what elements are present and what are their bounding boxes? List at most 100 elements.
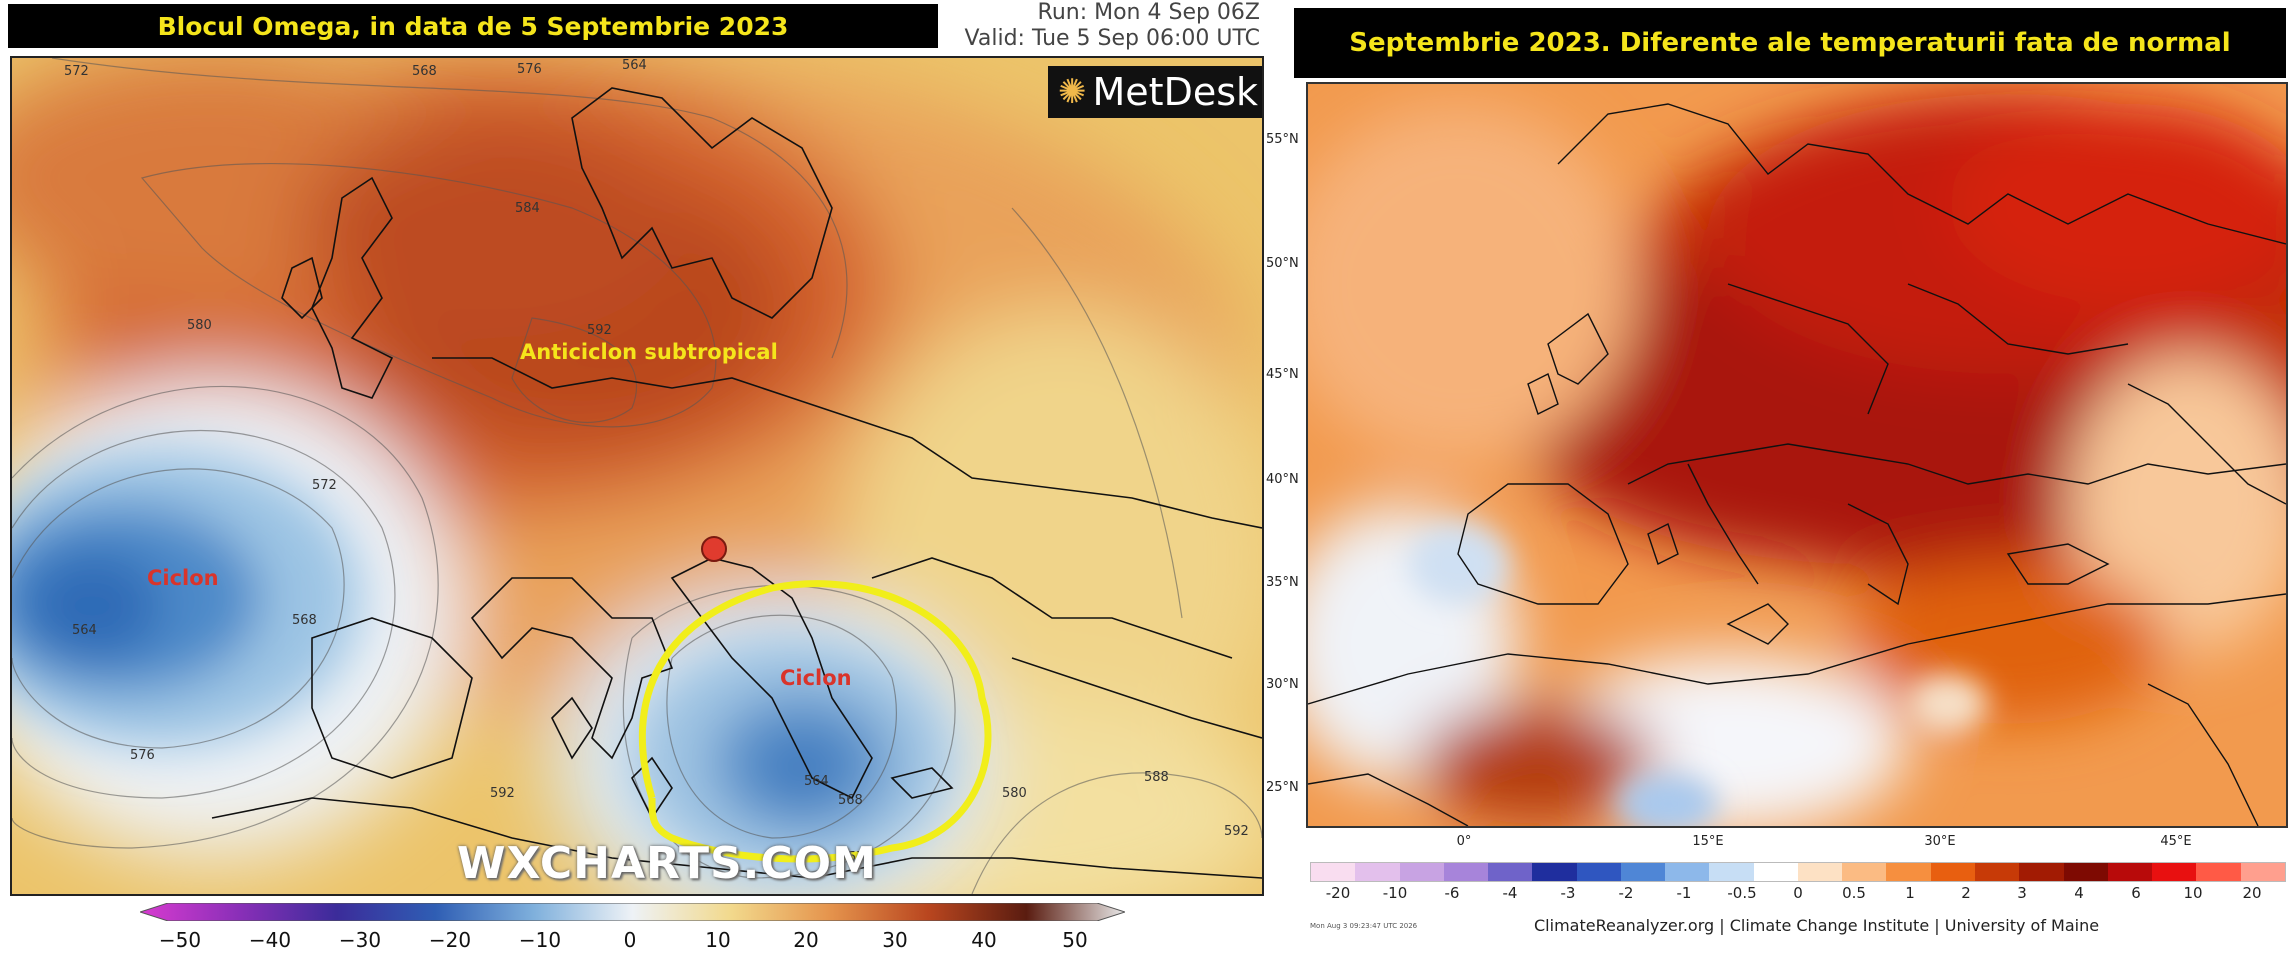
contour-label: 592 [1224, 824, 1249, 839]
colorbar-tick: 20 [793, 928, 819, 952]
legend-label: -6 [1444, 884, 1460, 902]
legend-label: 1 [1905, 884, 1915, 902]
run-info: Run: Mon 4 Sep 06Z Valid: Tue 5 Sep 06:0… [940, 0, 1260, 52]
contour-label: 572 [64, 64, 89, 79]
legend-label: -3 [1560, 884, 1576, 902]
colorbar-tick: 30 [882, 928, 908, 952]
contour-label: 576 [517, 62, 542, 77]
legend-swatch [2063, 863, 2108, 881]
legend-swatch [2196, 863, 2241, 881]
contour-label: 588 [1144, 770, 1169, 785]
legend-label: -4 [1502, 884, 1518, 902]
lon-label: 45°E [2160, 834, 2192, 849]
colorbar-tick: −10 [518, 928, 562, 952]
legend-label: -2 [1618, 884, 1634, 902]
timestamp: Mon Aug 3 09:23:47 UTC 2026 [1310, 922, 1418, 930]
lat-label: 40°N [1266, 472, 1299, 487]
legend-swatch [1797, 863, 1843, 881]
legend-swatch [2152, 863, 2197, 881]
lon-label: 15°E [1692, 834, 1724, 849]
lon-label: 0° [1456, 834, 1472, 849]
contour-label: 576 [130, 748, 155, 763]
metdesk-logo-text: MetDesk [1092, 70, 1259, 114]
right-title: Septembrie 2023. Diferente ale temperatu… [1349, 28, 2231, 58]
legend-swatch [1974, 863, 2020, 881]
colorbar-tick: 10 [705, 928, 731, 952]
legend-label: -10 [1382, 884, 1408, 902]
legend-swatch [1576, 863, 1621, 881]
wxcharts-watermark: WXCHARTS.COM [457, 838, 877, 889]
legend-swatch [1620, 863, 1666, 881]
colorbar-tick: 50 [1062, 928, 1088, 952]
lat-label: 45°N [1266, 367, 1299, 382]
legend-swatch [1532, 863, 1577, 881]
legend-label: 0 [1793, 884, 1803, 902]
anomaly-legend [1310, 862, 2286, 882]
temperature-anomaly-map [1306, 82, 2288, 828]
contour-label: 592 [587, 323, 612, 338]
colorbar-tick: −40 [248, 928, 292, 952]
lat-label: 30°N [1266, 677, 1299, 692]
highlight-circle [638, 580, 992, 863]
legend-label: 2 [1961, 884, 1971, 902]
legend-swatch [1709, 863, 1754, 881]
legend-swatch [1355, 863, 1400, 881]
left-title: Blocul Omega, in data de 5 Septembrie 20… [157, 11, 789, 41]
colorbar-tick: −20 [428, 928, 472, 952]
legend-label: -1 [1676, 884, 1692, 902]
lon-label: 30°E [1924, 834, 1956, 849]
legend-label: 0.5 [1842, 884, 1866, 902]
colorbar-tick: −50 [158, 928, 202, 952]
anomaly-field [1308, 84, 2286, 826]
legend-label: 20 [2242, 884, 2262, 902]
legend-swatch [1665, 863, 1710, 881]
coastlines [211, 87, 1262, 879]
legend-swatch [1488, 863, 1533, 881]
contour-label: 564 [804, 774, 829, 789]
contour-label: 576 [848, 850, 873, 865]
geopotential-field [12, 58, 1262, 894]
anticyclone-label: Anticiclon subtropical [520, 340, 778, 364]
legend-swatch [1311, 863, 1356, 881]
legend-label: 6 [2131, 884, 2141, 902]
contour-label: 568 [838, 793, 863, 808]
legend-swatch [1753, 863, 1798, 881]
legend-label: 4 [2074, 884, 2084, 902]
metdesk-logo: ✺ MetDesk [1048, 66, 1262, 118]
contour-label: 580 [1002, 786, 1027, 801]
left-title-banner: Blocul Omega, in data de 5 Septembrie 20… [8, 4, 938, 48]
contour-label: 568 [412, 64, 437, 79]
contour-label: 584 [515, 201, 540, 216]
contour-label: 564 [622, 58, 647, 73]
left-colorbar [138, 902, 1127, 922]
legend-swatch [1842, 863, 1887, 881]
cyclone-west-label: Ciclon [147, 566, 219, 590]
lat-label: 35°N [1266, 575, 1299, 590]
run-text: Run: Mon 4 Sep 06Z [1037, 0, 1260, 25]
colorbar-tick: 0 [623, 928, 637, 952]
lat-label: 55°N [1266, 132, 1299, 147]
contour-label: 572 [312, 478, 337, 493]
legend-label: -20 [1325, 884, 1351, 902]
valid-text: Valid: Tue 5 Sep 06:00 UTC [964, 26, 1260, 51]
legend-label: -0.5 [1727, 884, 1757, 902]
legend-swatch [1886, 863, 1931, 881]
location-marker [701, 536, 727, 562]
contour-label: 592 [490, 786, 515, 801]
legend-label: 10 [2183, 884, 2203, 902]
climate-reanalyzer-credit: ClimateReanalyzer.org | Climate Change I… [1534, 916, 2100, 935]
legend-swatch [1930, 863, 1975, 881]
country-borders [1308, 103, 2286, 826]
legend-swatch [1443, 863, 1489, 881]
contour-label: 564 [72, 623, 97, 638]
legend-swatch [2019, 863, 2064, 881]
geopotential-map: 572 568 576 584 564 580 592 572 568 564 … [10, 56, 1264, 896]
contour-label: 568 [292, 613, 317, 628]
lat-label: 50°N [1266, 256, 1299, 271]
colorbar-tick: 40 [971, 928, 997, 952]
legend-label: 3 [2017, 884, 2027, 902]
lat-label: 25°N [1266, 780, 1299, 795]
metdesk-logo-icon: ✺ [1058, 72, 1087, 112]
contour-label: 580 [187, 318, 212, 333]
cyclone-east-label: Ciclon [780, 666, 852, 690]
